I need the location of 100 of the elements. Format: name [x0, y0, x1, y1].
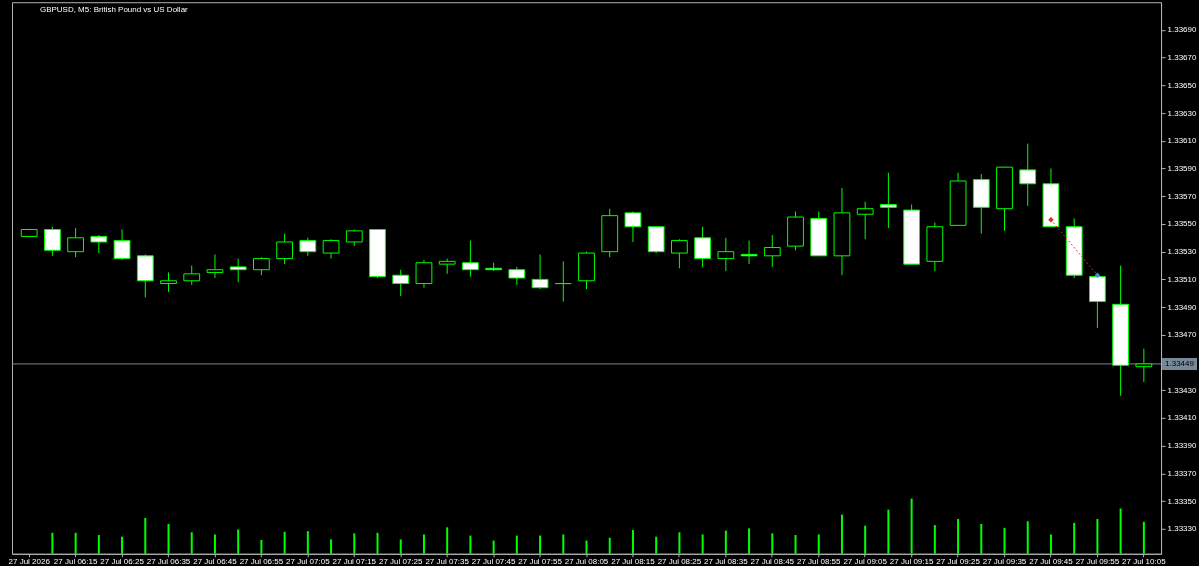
x-tick-label: 27 Jul 06:55 — [239, 557, 284, 567]
y-tick-label: 1.33530 — [1167, 247, 1197, 257]
y-tick-label: 1.33490 — [1167, 302, 1197, 312]
candlestick — [299, 237, 317, 257]
bar — [1073, 522, 1076, 554]
bar — [539, 535, 542, 554]
bar — [121, 536, 124, 554]
y-tick-label: 1.33510 — [1167, 274, 1197, 284]
x-tick-label: 27 Jul 09:35 — [982, 557, 1027, 567]
candlestick — [508, 266, 526, 286]
y-tick-label: 1.33370 — [1167, 468, 1197, 478]
bar — [748, 528, 751, 554]
bar — [213, 534, 216, 554]
x-tick-label: 27 Jul 07:55 — [518, 557, 563, 567]
bar — [353, 533, 356, 554]
y-tick-label: 1.33630 — [1167, 108, 1197, 118]
y-tick-label: 1.33330 — [1167, 524, 1197, 534]
candlestick — [44, 226, 61, 257]
bar — [97, 535, 100, 554]
x-tick-label: 27 Jul 2026 — [8, 557, 51, 567]
bar — [1003, 527, 1006, 554]
bar — [399, 539, 402, 554]
x-tick-label: 27 Jul 08:05 — [564, 557, 609, 567]
candlestick — [322, 238, 340, 260]
x-tick-label: 27 Jul 08:35 — [704, 557, 749, 567]
candlestick — [880, 172, 897, 229]
y-tick-label: 1.33350 — [1167, 496, 1197, 506]
y-tick-label: 1.33670 — [1167, 53, 1197, 63]
x-tick-label: 27 Jul 06:25 — [100, 557, 145, 567]
x-tick-label: 27 Jul 06:45 — [193, 557, 238, 567]
chart-title: GBPUSD, M5: British Pound vs US Dollar — [39, 5, 189, 15]
bar — [492, 540, 495, 554]
y-tick-label: 1.33390 — [1167, 441, 1197, 451]
bar — [701, 534, 704, 554]
candlestick — [67, 227, 85, 258]
bar — [887, 509, 890, 554]
bar — [910, 498, 913, 554]
x-tick-label: 27 Jul 06:35 — [146, 557, 191, 567]
y-tick-label: 1.33610 — [1167, 136, 1197, 146]
y-tick-label: 1.33470 — [1167, 330, 1197, 340]
x-tick-label: 27 Jul 07:25 — [378, 557, 424, 567]
x-tick-label: 27 Jul 08:25 — [657, 557, 702, 567]
candlestick — [856, 201, 874, 240]
bar — [376, 532, 379, 554]
bar — [678, 532, 681, 554]
bar — [1096, 519, 1099, 554]
candlestick — [113, 229, 131, 261]
x-tick-label: 27 Jul 07:05 — [286, 557, 331, 567]
candlestick — [90, 234, 108, 254]
bar — [144, 517, 147, 554]
bar — [190, 532, 193, 554]
x-tick-label: 27 Jul 06:15 — [53, 557, 98, 567]
candlestick — [694, 226, 712, 268]
y-tick-label: 1.33690 — [1167, 25, 1197, 35]
bar — [562, 534, 565, 554]
bar — [933, 525, 936, 554]
bar — [167, 523, 170, 554]
bar — [469, 535, 472, 554]
candlestick — [276, 233, 294, 265]
candlestick — [253, 256, 270, 276]
candlestick — [554, 260, 572, 303]
bar — [515, 535, 518, 554]
bar — [980, 523, 983, 554]
bar — [585, 540, 588, 554]
candlestick — [1019, 143, 1037, 207]
y-tick-label: 1.33410 — [1167, 413, 1197, 423]
bar — [283, 531, 286, 554]
bar — [840, 514, 843, 554]
candlestick — [183, 265, 201, 286]
x-tick-label: 27 Jul 07:15 — [332, 557, 377, 567]
ref-line-label: 1.33449 — [1165, 358, 1195, 368]
x-tick-label: 27 Jul 08:15 — [611, 557, 656, 567]
x-tick-label: 27 Jul 07:45 — [471, 557, 516, 567]
bar — [957, 519, 960, 554]
candlestick — [671, 238, 688, 269]
x-tick-label: 27 Jul 09:05 — [843, 557, 888, 567]
x-tick-label: 27 Jul 09:55 — [1075, 557, 1120, 567]
bar — [794, 535, 797, 554]
x-tick-label: 27 Jul 08:55 — [796, 557, 842, 567]
x-tick-label: 27 Jul 09:25 — [936, 557, 981, 567]
candlestick — [392, 269, 410, 297]
bar — [260, 539, 263, 554]
candlestick — [1135, 348, 1153, 383]
candlestick — [206, 253, 224, 279]
bar — [864, 525, 867, 554]
bar — [608, 537, 611, 554]
y-tick-label: 1.33550 — [1167, 219, 1197, 229]
candlestick — [624, 210, 642, 243]
y-tick-label: 1.33570 — [1167, 191, 1197, 201]
candlestick — [531, 253, 549, 290]
bar — [655, 536, 658, 554]
candlestick — [415, 259, 433, 289]
bar — [771, 533, 774, 554]
bar — [446, 527, 449, 554]
candlestick — [462, 240, 479, 278]
candlestick — [229, 258, 247, 283]
y-tick-label: 1.33430 — [1167, 385, 1197, 395]
x-tick-label: 27 Jul 08:45 — [750, 557, 795, 567]
y-tick-label: 1.33590 — [1167, 164, 1197, 174]
candlestick — [717, 237, 735, 272]
